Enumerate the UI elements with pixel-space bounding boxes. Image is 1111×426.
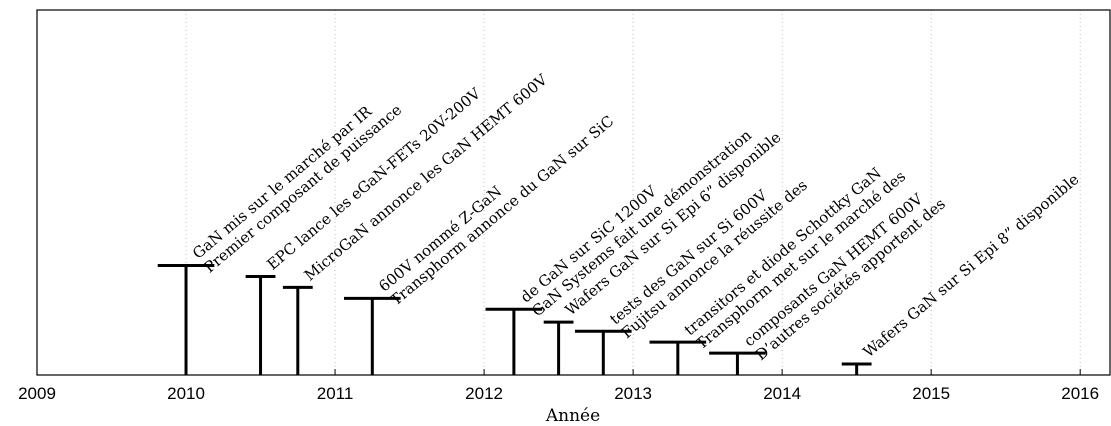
x-tick-label: 2014 [763, 384, 801, 403]
event-label-line: Wafers GaN sur Si Epi 8” disponible [860, 170, 1083, 361]
x-tick-label: 2013 [614, 384, 652, 403]
tick-layer: 2009 2010 2011 2012 2013 2014 2015 2016 [18, 369, 1099, 403]
x-axis-label: Année [545, 406, 600, 426]
plot-frame [36, 9, 1111, 376]
x-tick-label: 2015 [912, 384, 950, 403]
x-tick-label: 2010 [167, 384, 205, 403]
x-tick-label: 2016 [1061, 384, 1099, 403]
x-tick-label: 2009 [18, 384, 56, 403]
x-tick-label: 2011 [317, 384, 354, 403]
grid-layer [185, 10, 1081, 375]
x-tick-label: 2012 [465, 384, 503, 403]
